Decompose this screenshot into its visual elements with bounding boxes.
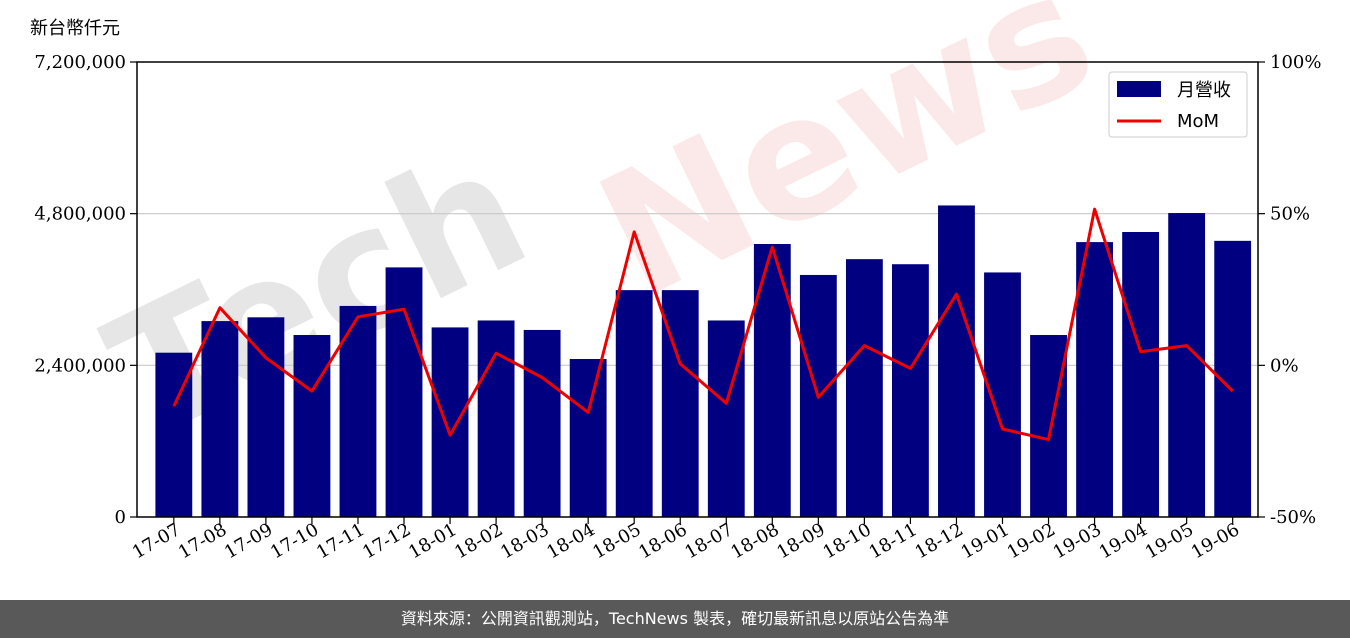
bar-18-07	[707, 320, 745, 517]
x-tick-label: 17-11	[313, 519, 368, 563]
x-tick-label: 18-10	[819, 519, 874, 563]
bar-18-04	[569, 359, 607, 517]
bar-18-02	[477, 320, 515, 517]
x-tick-label: 17-10	[267, 519, 322, 563]
x-tick-label: 19-05	[1142, 519, 1197, 563]
bar-19-02	[1030, 335, 1067, 517]
x-tick-label: 19-01	[958, 519, 1013, 563]
x-tick-label: 18-02	[451, 519, 506, 563]
bar-18-10	[845, 259, 883, 517]
x-tick-label: 18-06	[635, 519, 690, 563]
y-left-tick-label: 7,200,000	[34, 52, 126, 73]
bar-17-09	[247, 317, 285, 517]
x-tick-label: 19-02	[1004, 519, 1059, 563]
x-tick-label: 19-03	[1050, 519, 1105, 563]
y-right-tick-label: 50%	[1270, 204, 1310, 225]
y-left-tick-label: 4,800,000	[34, 204, 126, 225]
x-tick-label: 18-07	[681, 519, 736, 563]
bar-series	[155, 205, 1252, 518]
legend: 月營收 MoM	[1108, 71, 1248, 138]
y-right-tick-label: -50%	[1270, 507, 1316, 528]
x-tick-label: 17-12	[359, 519, 414, 563]
bar-19-05	[1168, 213, 1206, 517]
bar-19-04	[1122, 231, 1160, 518]
mom-line	[172, 207, 1234, 442]
bar-18-01	[431, 327, 469, 517]
x-tick-label: 18-05	[589, 519, 644, 563]
bar-17-11	[339, 305, 377, 517]
x-tick-label: 18-12	[912, 519, 967, 563]
bar-18-11	[892, 264, 929, 517]
x-tick-label: 19-04	[1096, 519, 1151, 563]
y-left-tick-label: 2,400,000	[34, 355, 126, 376]
x-tick-label: 17-07	[129, 519, 184, 563]
legend-label-revenue: 月營收	[1177, 80, 1231, 101]
y-left-tick-label: 0	[115, 507, 126, 528]
bar-18-05	[615, 290, 653, 517]
x-tick-label: 18-01	[405, 519, 460, 563]
x-tick-label: 19-06	[1188, 519, 1243, 563]
x-tick-label: 18-09	[773, 519, 828, 563]
bar-18-12	[938, 205, 975, 517]
x-tick-label: 17-09	[221, 519, 276, 563]
bar-17-12	[385, 267, 423, 517]
plot-frame	[136, 61, 1259, 518]
x-tick-label: 18-08	[727, 519, 782, 563]
x-tick-label: 18-04	[543, 519, 598, 563]
legend-label-mom: MoM	[1177, 111, 1219, 132]
y-right-tick-label: 0%	[1270, 355, 1299, 376]
x-tick-label: 18-03	[497, 519, 552, 563]
revenue-chart: Tech News 02,400,0004,800,0007,200,000-50…	[34, 0, 1321, 563]
legend-swatch-bar	[1117, 81, 1161, 97]
bar-17-10	[293, 335, 331, 517]
x-tick-label: 18-11	[865, 519, 920, 563]
line-series	[172, 207, 1234, 442]
bar-18-03	[523, 329, 561, 517]
bar-17-08	[201, 321, 239, 517]
y-axis-unit-label: 新台幣仟元	[30, 18, 120, 39]
x-tick-label: 17-08	[175, 519, 230, 563]
source-footer: 資料來源：公開資訊觀測站，TechNews 製表，確切最新訊息以原站公告為準	[0, 600, 1350, 638]
y-right-tick-label: 100%	[1270, 52, 1321, 73]
bar-19-03	[1076, 242, 1113, 517]
